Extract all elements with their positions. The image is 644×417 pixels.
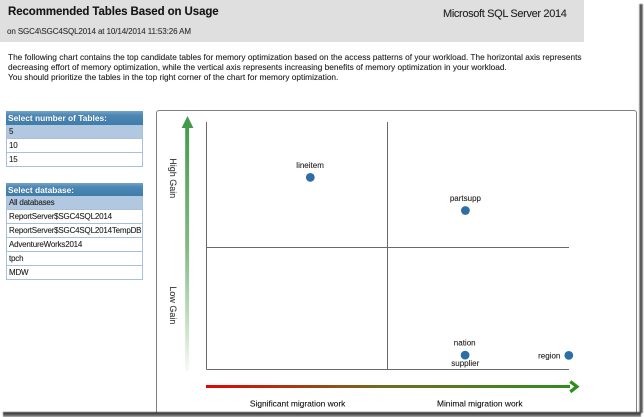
svg-text:Minimal migration work: Minimal migration work [437,398,523,408]
svg-text:supplier: supplier [451,359,479,368]
svg-text:partsupp: partsupp [450,194,482,203]
svg-text:Low Gain: Low Gain [168,286,178,324]
svg-text:lineitem: lineitem [296,161,324,170]
svg-text:High Gain: High Gain [168,158,178,198]
svg-text:nation: nation [454,339,476,348]
svg-text:region: region [538,352,560,361]
svg-text:Significant migration work: Significant migration work [250,398,346,408]
